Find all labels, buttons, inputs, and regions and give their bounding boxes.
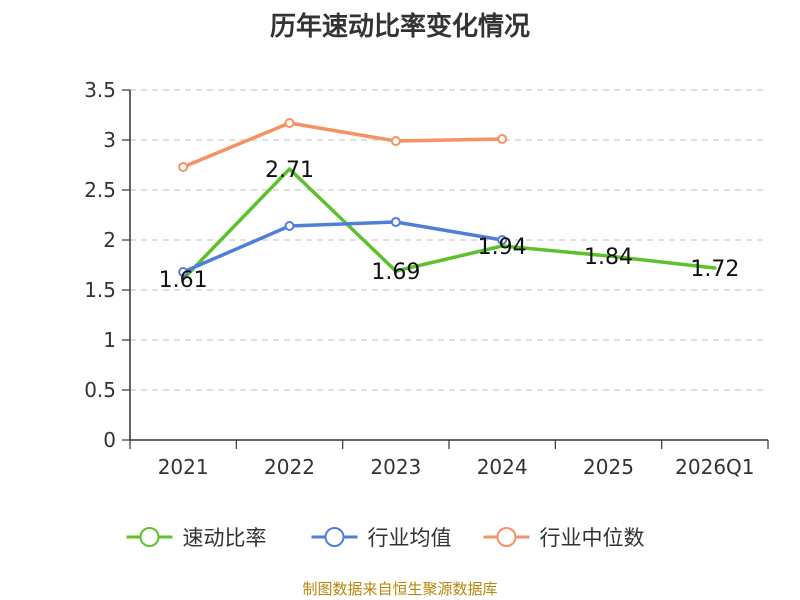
series-line-2 — [181, 121, 504, 169]
data-point — [497, 235, 508, 245]
y-tick-label: 2.5 — [84, 178, 116, 202]
series-line-0 — [181, 167, 717, 281]
series-lines — [178, 118, 717, 281]
grid-lines — [130, 89, 768, 391]
data-point — [284, 118, 295, 128]
data-label: 1.72 — [690, 257, 739, 282]
legend-item-0: 速动比率 — [126, 526, 267, 550]
data-label: 1.69 — [371, 260, 420, 285]
source-note: 制图数据来自恒生聚源数据库 — [302, 580, 498, 598]
data-point — [178, 162, 189, 172]
legend-label: 行业中位数 — [540, 526, 645, 550]
data-point — [497, 134, 508, 144]
x-tick-label: 2024 — [477, 455, 528, 479]
legend-swatch-marker — [324, 527, 345, 547]
y-tick-label: 1.5 — [84, 278, 116, 302]
legend-item-2: 行业中位数 — [483, 526, 645, 550]
x-tick-label: 2025 — [583, 455, 634, 479]
x-tick-label: 2022 — [264, 455, 315, 479]
data-label: 2.71 — [265, 158, 314, 183]
legend-item-1: 行业均值 — [311, 526, 452, 550]
data-label: 1.94 — [478, 235, 527, 260]
legend-label: 速动比率 — [183, 526, 267, 550]
series-line-1 — [181, 220, 504, 274]
y-tick-label: 0.5 — [84, 378, 116, 402]
y-tick-label: 1 — [103, 328, 116, 352]
data-point — [178, 267, 189, 277]
data-point — [390, 217, 401, 227]
axes: 0 0.5 1 1.5 2 2.5 3 3.5 2021 2022 2023 2024 2025 2026… — [84, 78, 769, 479]
data-label: 1.84 — [584, 245, 633, 270]
legend-label: 行业均值 — [368, 526, 452, 550]
data-label: 1.61 — [159, 268, 208, 293]
legend-swatch-marker — [139, 527, 160, 547]
x-tick-label: 2021 — [158, 455, 209, 479]
y-tick-label: 2 — [103, 228, 116, 252]
data-point — [390, 136, 401, 146]
y-tick-label: 3 — [103, 128, 116, 152]
x-tick-label: 2026Q1 — [675, 455, 754, 479]
legend-swatch-marker — [496, 527, 517, 547]
x-tick-label: 2023 — [370, 455, 421, 479]
data-point — [284, 221, 295, 231]
legend: 速动比率 行业均值 行业中位数 — [126, 526, 645, 550]
chart-title: 历年速动比率变化情况 — [269, 12, 530, 42]
data-labels: 1.61 2.71 1.69 1.94 1.84 1.72 — [159, 158, 740, 293]
y-tick-label: 3.5 — [84, 78, 116, 102]
y-tick-label: 0 — [103, 428, 116, 452]
